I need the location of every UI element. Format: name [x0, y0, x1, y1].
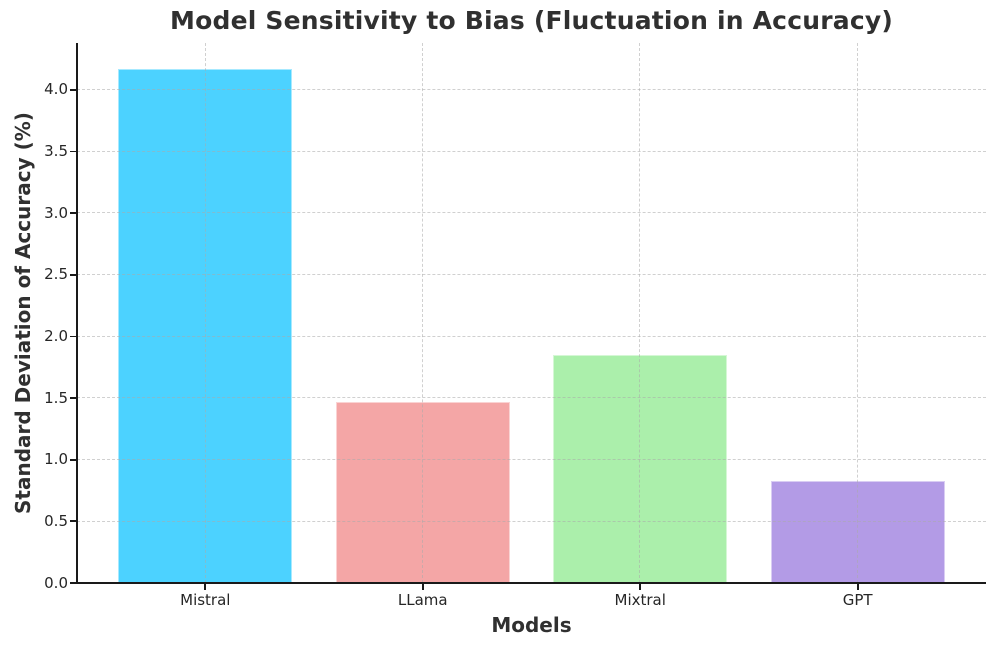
y-tick-mark: [70, 335, 76, 338]
gridline-vertical: [204, 43, 206, 583]
gridline-vertical: [856, 43, 858, 583]
y-axis-spine: [76, 43, 78, 584]
y-tick-label: 4.0: [44, 80, 68, 99]
gridline-horizontal: [77, 458, 986, 460]
x-tick-mark: [639, 584, 642, 590]
x-axis-spine: [77, 582, 986, 585]
x-tick-label: Mistral: [180, 591, 231, 609]
y-tick-mark: [70, 458, 76, 461]
y-tick-label: 3.5: [44, 141, 68, 160]
x-tick-mark: [421, 584, 424, 590]
y-tick-label: 2.0: [44, 326, 68, 345]
gridline-vertical: [421, 43, 423, 583]
x-tick-label: GPT: [842, 591, 873, 609]
y-tick-label: 1.5: [44, 388, 68, 407]
y-tick-mark: [70, 397, 76, 399]
gridline-horizontal: [77, 150, 986, 152]
y-tick-mark: [70, 212, 76, 215]
gridline-horizontal: [77, 89, 986, 91]
chart-title: Model Sensitivity to Bias (Fluctuation i…: [170, 6, 893, 35]
y-tick-mark: [70, 520, 76, 523]
y-tick-mark: [70, 88, 76, 91]
y-tick-label: 2.5: [44, 265, 68, 284]
y-tick-mark: [70, 273, 76, 276]
gridline-horizontal: [77, 397, 986, 399]
plot-area: [77, 43, 986, 583]
gridline-horizontal: [77, 520, 986, 522]
x-tick-label: Mixtral: [614, 591, 666, 609]
gridline-vertical: [639, 43, 641, 583]
gridline-horizontal: [77, 273, 986, 275]
gridline-horizontal: [77, 335, 986, 337]
x-tick-mark: [204, 584, 207, 590]
y-tick-mark: [70, 582, 76, 584]
y-tick-label: 1.0: [44, 450, 68, 469]
gridline-horizontal: [77, 212, 986, 214]
y-tick-label: 3.0: [44, 203, 68, 222]
y-tick-label: 0.5: [44, 511, 68, 530]
x-axis-label: Models: [491, 613, 572, 637]
x-tick-mark: [856, 584, 859, 590]
y-tick-mark: [70, 150, 76, 153]
y-tick-label: 0.0: [44, 573, 68, 592]
x-tick-label: LLama: [397, 591, 448, 609]
y-axis-label: Standard Deviation of Accuracy (%): [11, 112, 35, 514]
